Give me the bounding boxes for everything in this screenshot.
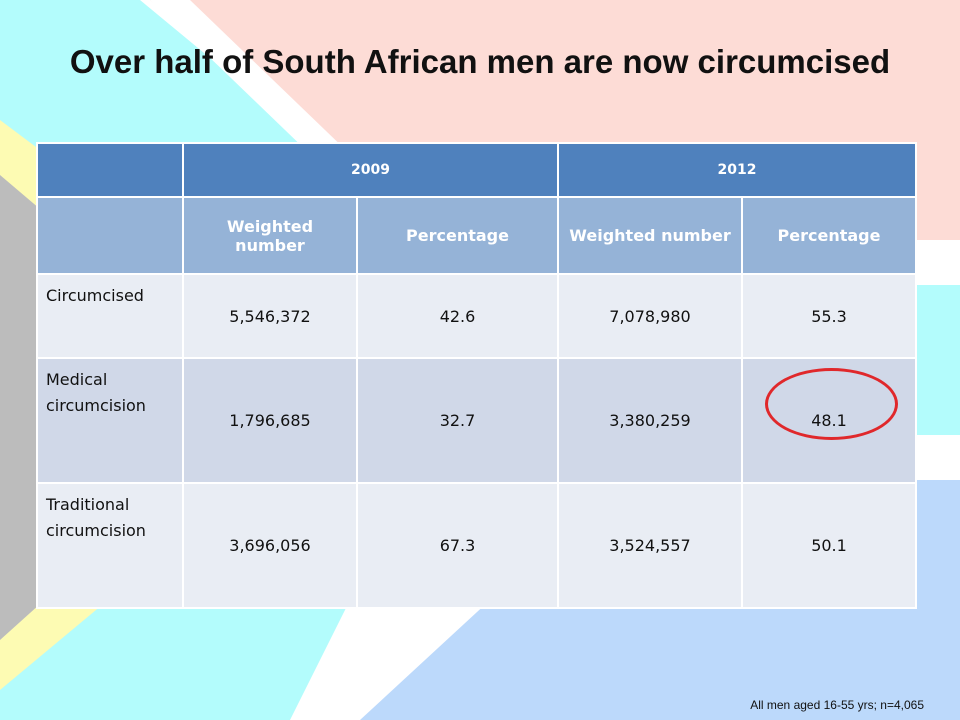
table-cell: 3,380,259 <box>557 357 743 484</box>
year-2012-header: 2012 <box>557 142 917 198</box>
subheader-weighted-number-2009: Weighted number <box>182 196 358 275</box>
subheader-weighted-number-2012: Weighted number <box>557 196 743 275</box>
year-header-row: 2009 2012 <box>36 142 917 198</box>
circumcision-table: 2009 2012 Weighted number Percentage Wei… <box>36 142 917 609</box>
row-label: Medical circumcision <box>36 357 184 484</box>
table-cell: 32.7 <box>356 357 559 484</box>
table-cell: 55.3 <box>741 273 917 359</box>
table-cell: 67.3 <box>356 482 559 609</box>
slide-title: Over half of South African men are now c… <box>69 43 891 80</box>
table-cell: 5,546,372 <box>182 273 358 359</box>
table-row: Circumcised 5,546,372 42.6 7,078,980 55.… <box>36 273 917 359</box>
table-cell: 7,078,980 <box>557 273 743 359</box>
year-2009-header: 2009 <box>182 142 559 198</box>
empty-subheader-cell <box>36 196 184 275</box>
table-row: Traditional circumcision 3,696,056 67.3 … <box>36 482 917 609</box>
empty-header-cell <box>36 142 184 198</box>
table-row: Medical circumcision 1,796,685 32.7 3,38… <box>36 357 917 484</box>
table-cell: 50.1 <box>741 482 917 609</box>
highlight-circle <box>765 368 898 440</box>
row-label: Circumcised <box>36 273 184 359</box>
subheader-percentage-2012: Percentage <box>741 196 917 275</box>
column-header-row: Weighted number Percentage Weighted numb… <box>36 196 917 275</box>
table-cell: 3,524,557 <box>557 482 743 609</box>
row-label: Traditional circumcision <box>36 482 184 609</box>
table-cell: 42.6 <box>356 273 559 359</box>
footnote: All men aged 16-55 yrs; n=4,065 <box>750 698 924 712</box>
table-cell: 1,796,685 <box>182 357 358 484</box>
subheader-percentage-2009: Percentage <box>356 196 559 275</box>
table-cell: 3,696,056 <box>182 482 358 609</box>
